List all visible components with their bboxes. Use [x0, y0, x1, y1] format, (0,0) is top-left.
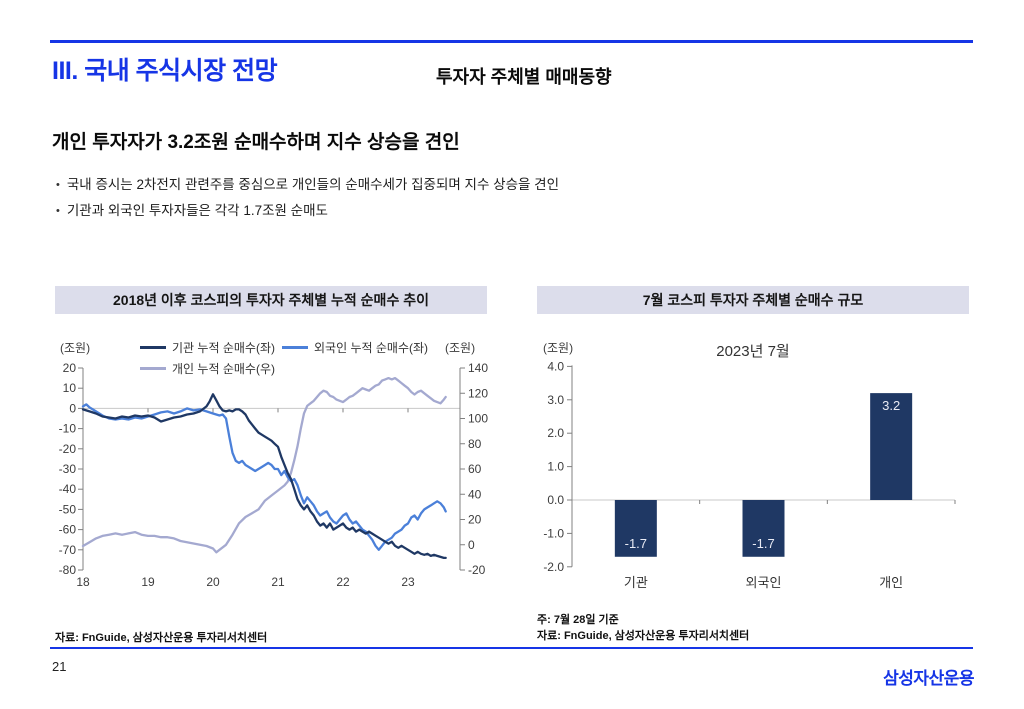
category-label: 기관	[624, 575, 648, 590]
x-tick-label: 18	[76, 575, 90, 589]
x-tick-label: 20	[206, 575, 220, 589]
bar-chart-header: 7월 코스피 투자자 주체별 순매수 규모	[537, 286, 969, 314]
top-divider-rule	[50, 40, 973, 43]
section-subtitle: 투자자 주체별 매매동향	[436, 67, 612, 87]
left-y-tick-label: 20	[63, 361, 77, 375]
x-tick-label: 21	[271, 575, 285, 589]
left-y-tick-label: -30	[59, 462, 77, 476]
category-label: 개인	[879, 575, 903, 590]
cumulative-net-buying-line-chart: 20100-10-20-30-40-50-60-70-8014012010080…	[59, 361, 489, 589]
left-y-tick-label: -50	[59, 502, 77, 516]
section-title: III. 국내 주식시장 전망	[52, 57, 278, 85]
line-chart-header: 2018년 이후 코스피의 투자자 주체별 누적 순매수 추이	[55, 286, 487, 314]
x-tick-label: 19	[141, 575, 155, 589]
bar-기관	[614, 500, 657, 557]
legend-item-individual: 개인 누적 순매수(우)	[140, 360, 275, 377]
x-tick-label: 23	[401, 575, 415, 589]
legend-item-foreign: 외국인 누적 순매수(좌)	[282, 339, 428, 356]
legend-item-institution: 기관 누적 순매수(좌)	[140, 339, 275, 356]
y-tick-label: 3.0	[547, 393, 564, 407]
right-y-tick-label: 140	[468, 361, 488, 375]
left-y-tick-label: -10	[59, 422, 77, 436]
right-y-tick-label: 60	[468, 462, 482, 476]
bullet-item: 기관과 외국인 투자자들은 각각 1.7조원 순매도	[56, 198, 559, 224]
july-net-buying-bar-chart: 4.0 3.0 2.0 1.0 0.0 -1.0 -2.0 -1.7 기관 -1.7 외국인 3.2 개…	[543, 359, 956, 590]
right-y-tick-label: 40	[468, 487, 482, 501]
legend-label-individual: 개인 누적 순매수(우)	[172, 362, 275, 376]
right-y-tick-label: 20	[468, 513, 482, 527]
right-y-tick-label: 0	[468, 538, 475, 552]
y-tick-label: 0.0	[547, 493, 564, 507]
left-y-tick-label: -60	[59, 523, 77, 537]
y-tick-label: -2.0	[543, 560, 564, 574]
left-y-tick-label: 10	[63, 381, 77, 395]
category-label: 외국인	[746, 575, 782, 590]
bar-value-label: 3.2	[882, 398, 900, 413]
company-logo: 삼성자산운용	[883, 669, 974, 688]
legend-swatch-institution	[140, 346, 166, 349]
bar-chart-notes: 주: 7월 28일 기준 자료: FnGuide, 삼성자산운용 투자리서치센터	[537, 612, 749, 644]
legend-swatch-foreign	[282, 346, 308, 349]
legend-label-institution: 기관 누적 순매수(좌)	[172, 341, 275, 355]
bar-value-label: -1.7	[625, 536, 647, 551]
left-y-tick-label: -20	[59, 442, 77, 456]
right-y-tick-label: 100	[468, 412, 488, 426]
left-y-tick-label: -80	[59, 563, 77, 577]
bar-value-label: -1.7	[752, 536, 774, 551]
legend-label-foreign: 외국인 누적 순매수(좌)	[314, 341, 429, 355]
bullet-item: 국내 증시는 2차전지 관련주를 중심으로 개인들의 순매수세가 집중되며 지수…	[56, 172, 559, 198]
left-axis-unit-label: (조원)	[60, 341, 91, 355]
bar-개인	[870, 393, 913, 500]
line-chart-source: 자료: FnGuide, 삼성자산운용 투자리서치센터	[55, 632, 268, 644]
x-tick-label: 22	[336, 575, 350, 589]
right-axis-unit-label: (조원)	[445, 341, 476, 355]
right-y-tick-label: -20	[468, 563, 486, 577]
legend-swatch-individual	[140, 367, 166, 370]
bar-외국인	[742, 500, 785, 557]
bar-chart-note-basis: 주: 7월 28일 기준	[537, 614, 619, 626]
bar-axis-unit-label: (조원)	[543, 341, 574, 355]
y-tick-label: 2.0	[547, 426, 564, 440]
line-series-2	[81, 376, 447, 554]
page-number: 21	[52, 659, 67, 674]
line-series-1	[81, 403, 447, 551]
left-y-tick-label: -40	[59, 482, 77, 496]
bar-chart-subtitle: 2023년 7월	[716, 343, 790, 360]
y-tick-label: -1.0	[543, 526, 564, 540]
bullet-list: 국내 증시는 2차전지 관련주를 중심으로 개인들의 순매수세가 집중되며 지수…	[56, 172, 559, 224]
slide-headline: 개인 투자자가 3.2조원 순매수하며 지수 상승을 견인	[52, 132, 460, 153]
bottom-divider-rule	[50, 647, 973, 649]
line-series-0	[81, 393, 447, 560]
left-y-tick-label: -70	[59, 543, 77, 557]
bar-chart-note-source: 자료: FnGuide, 삼성자산운용 투자리서치센터	[537, 630, 750, 642]
left-y-tick-label: 0	[69, 401, 76, 415]
right-y-tick-label: 80	[468, 437, 482, 451]
y-tick-label: 4.0	[547, 359, 564, 373]
right-y-tick-label: 120	[468, 386, 488, 400]
y-tick-label: 1.0	[547, 460, 564, 474]
